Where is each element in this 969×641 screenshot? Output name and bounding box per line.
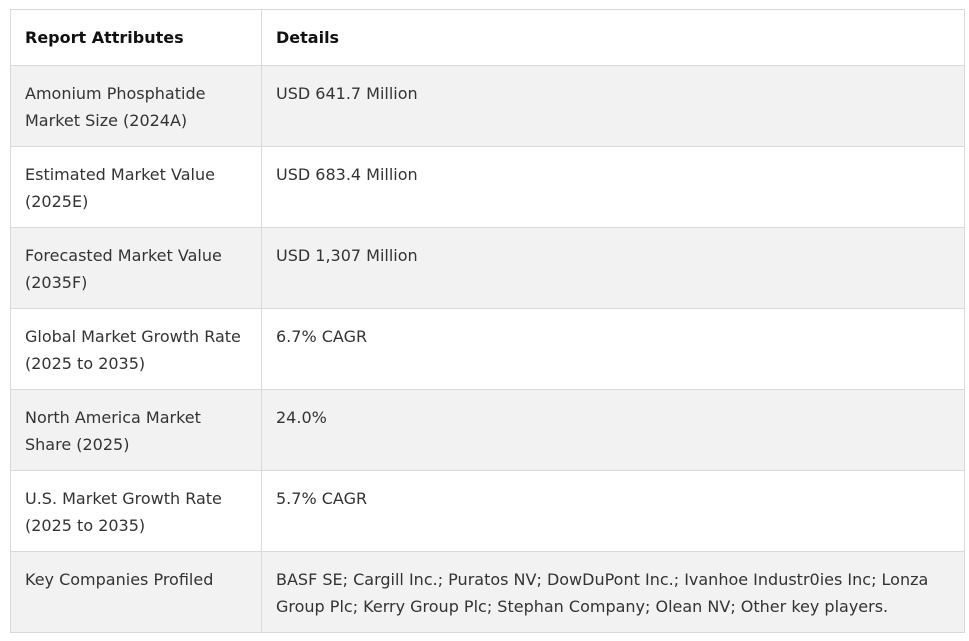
table-row: Forecasted Market Value (2035F) USD 1,30… [10, 227, 965, 309]
details-cell: USD 641.7 Million [261, 65, 965, 147]
table-header-row: Report Attributes Details [10, 9, 965, 66]
table-row: North America Market Share (2025) 24.0% [10, 389, 965, 471]
table-row: Key Companies Profiled BASF SE; Cargill … [10, 551, 965, 633]
details-cell: USD 1,307 Million [261, 227, 965, 309]
attribute-cell: Global Market Growth Rate (2025 to 2035) [10, 308, 262, 390]
header-report-attributes: Report Attributes [10, 9, 262, 66]
table-row: Amonium Phosphatide Market Size (2024A) … [10, 65, 965, 147]
attribute-cell: North America Market Share (2025) [10, 389, 262, 471]
details-cell: 24.0% [261, 389, 965, 471]
attribute-cell: Key Companies Profiled [10, 551, 262, 633]
report-attributes-table-wrapper: Report Attributes Details Amonium Phosph… [10, 9, 965, 633]
table-row: Estimated Market Value (2025E) USD 683.4… [10, 146, 965, 228]
table-row: U.S. Market Growth Rate (2025 to 2035) 5… [10, 470, 965, 552]
report-attributes-table: Report Attributes Details Amonium Phosph… [10, 9, 965, 633]
details-cell: USD 683.4 Million [261, 146, 965, 228]
attribute-cell: U.S. Market Growth Rate (2025 to 2035) [10, 470, 262, 552]
attribute-cell: Forecasted Market Value (2035F) [10, 227, 262, 309]
attribute-cell: Amonium Phosphatide Market Size (2024A) [10, 65, 262, 147]
header-details: Details [261, 9, 965, 66]
table-row: Global Market Growth Rate (2025 to 2035)… [10, 308, 965, 390]
details-cell: 5.7% CAGR [261, 470, 965, 552]
details-cell: BASF SE; Cargill Inc.; Puratos NV; DowDu… [261, 551, 965, 633]
details-cell: 6.7% CAGR [261, 308, 965, 390]
attribute-cell: Estimated Market Value (2025E) [10, 146, 262, 228]
